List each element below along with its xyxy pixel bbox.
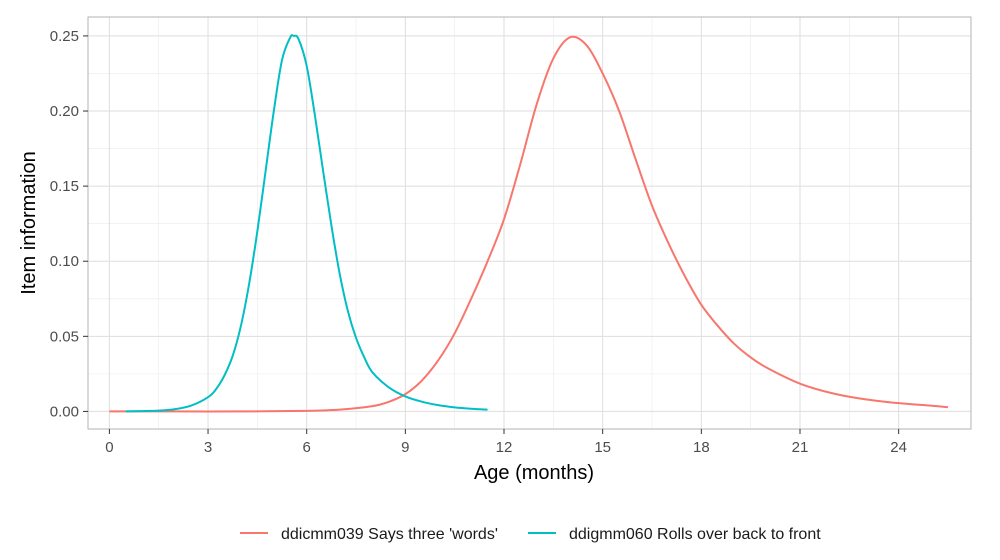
legend: ddicmm039 Says three 'words' ddigmm060 R… — [240, 526, 821, 543]
series-line-1 — [109, 35, 949, 413]
y-tick-label: 0.15 — [50, 178, 79, 195]
minor-gridlines — [88, 17, 971, 429]
y-tick-label: 0.25 — [50, 28, 79, 45]
plot-panel — [88, 17, 971, 429]
x-axis-ticks: 0 3 6 9 12 15 18 21 24 — [105, 429, 907, 456]
x-tick-label: 9 — [401, 439, 409, 456]
y-axis-ticks: 0.00 0.05 0.10 0.15 0.20 0.25 — [50, 28, 88, 420]
y-tick-label: 0.05 — [50, 328, 79, 345]
x-tick-label: 12 — [496, 439, 513, 456]
y-tick-label: 0.00 — [50, 403, 79, 420]
legend-label-series-1: ddicmm039 Says three 'words' — [281, 526, 498, 543]
x-tick-label: 15 — [594, 439, 611, 456]
x-tick-label: 6 — [303, 439, 311, 456]
x-tick-label: 3 — [204, 439, 212, 456]
legend-label-series-2: ddigmm060 Rolls over back to front — [569, 526, 821, 543]
major-gridlines — [88, 17, 971, 429]
plot-border — [87, 16, 972, 430]
x-tick-label: 18 — [693, 439, 710, 456]
y-axis-title: Item information — [18, 151, 40, 294]
x-tick-label: 21 — [792, 439, 809, 456]
x-axis-title: Age (months) — [474, 462, 594, 484]
y-tick-label: 0.10 — [50, 253, 79, 270]
x-tick-label: 24 — [890, 439, 907, 456]
y-tick-label: 0.20 — [50, 103, 79, 120]
x-tick-label: 0 — [105, 439, 113, 456]
series-lines — [109, 34, 949, 413]
series-line-2 — [125, 34, 488, 413]
